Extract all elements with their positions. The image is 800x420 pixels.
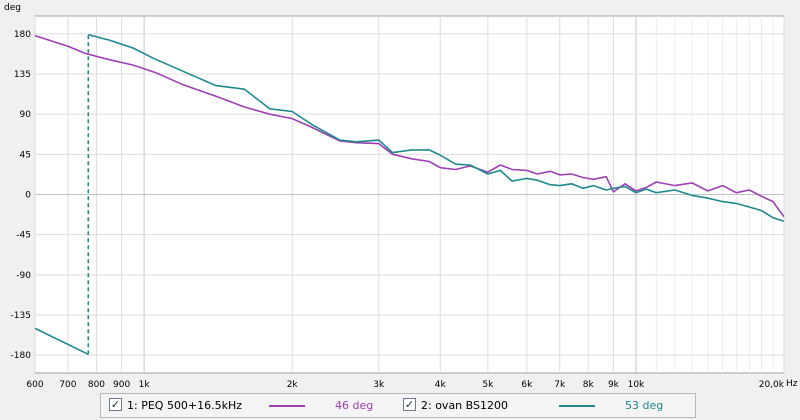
x-tick-label-14: 20,0k — [759, 380, 785, 390]
x-tick-label-11: 8k — [583, 380, 595, 390]
y-tick-label-4: 0 — [25, 191, 31, 201]
y-axis-label: deg — [4, 3, 21, 13]
series-1-swatch — [269, 405, 305, 407]
series-2-line — [34, 327, 89, 356]
y-tick-label-3: 45 — [20, 150, 31, 160]
x-tick-label-6: 3k — [373, 380, 385, 390]
series-2-label: 2: ovan BS1200 — [421, 399, 508, 412]
x-tick-label-9: 6k — [521, 380, 533, 390]
legend-item-2: ✓ 2: ovan BS1200 53 deg — [403, 394, 693, 417]
x-axis-unit-label: Hz — [786, 379, 798, 389]
x-tick-label-5: 2k — [287, 380, 299, 390]
series-1-line — [34, 34, 785, 218]
legend: ✓ 1: PEQ 500+16.5kHz 46 deg ✓ 2: ovan BS… — [100, 393, 696, 418]
series-2-line-1 — [88, 33, 785, 223]
y-tick-label-7: -135 — [11, 311, 31, 321]
x-tick-label-13: 10k — [628, 380, 645, 390]
x-tick-label-4: 1k — [139, 380, 151, 390]
x-tick-label-3: 900 — [113, 380, 130, 390]
series-2-value: 53 deg — [625, 399, 664, 412]
series-2-swatch — [559, 405, 595, 407]
x-tick-label-2: 800 — [88, 380, 105, 390]
y-tick-label-6: -90 — [16, 271, 31, 281]
y-tick-label-5: -45 — [16, 231, 31, 241]
phase-chart: deg Hz 600 700 800 900 1k 2k 3k 4k 5k 6k 7k 8k 9k 10k… — [4, 3, 798, 390]
x-tick-label-0: 600 — [26, 380, 43, 390]
x-tick-label-12: 9k — [608, 380, 620, 390]
x-tick-label-10: 7k — [554, 380, 566, 390]
x-tick-label-7: 4k — [435, 380, 447, 390]
y-tick-label-0: 180 — [14, 30, 31, 40]
x-tick-label-8: 5k — [482, 380, 494, 390]
series-2-checkbox[interactable]: ✓ — [403, 398, 416, 411]
y-tick-label-2: 90 — [20, 110, 32, 120]
y-tick-label-1: 135 — [14, 70, 31, 80]
series-1-value: 46 deg — [335, 399, 374, 412]
series-1-label: 1: PEQ 500+16.5kHz — [127, 399, 243, 412]
x-tick-label-1: 700 — [59, 380, 76, 390]
y-tick-label-8: -180 — [11, 351, 32, 361]
series-1-checkbox[interactable]: ✓ — [109, 398, 122, 411]
legend-item-1: ✓ 1: PEQ 500+16.5kHz 46 deg — [109, 394, 399, 417]
